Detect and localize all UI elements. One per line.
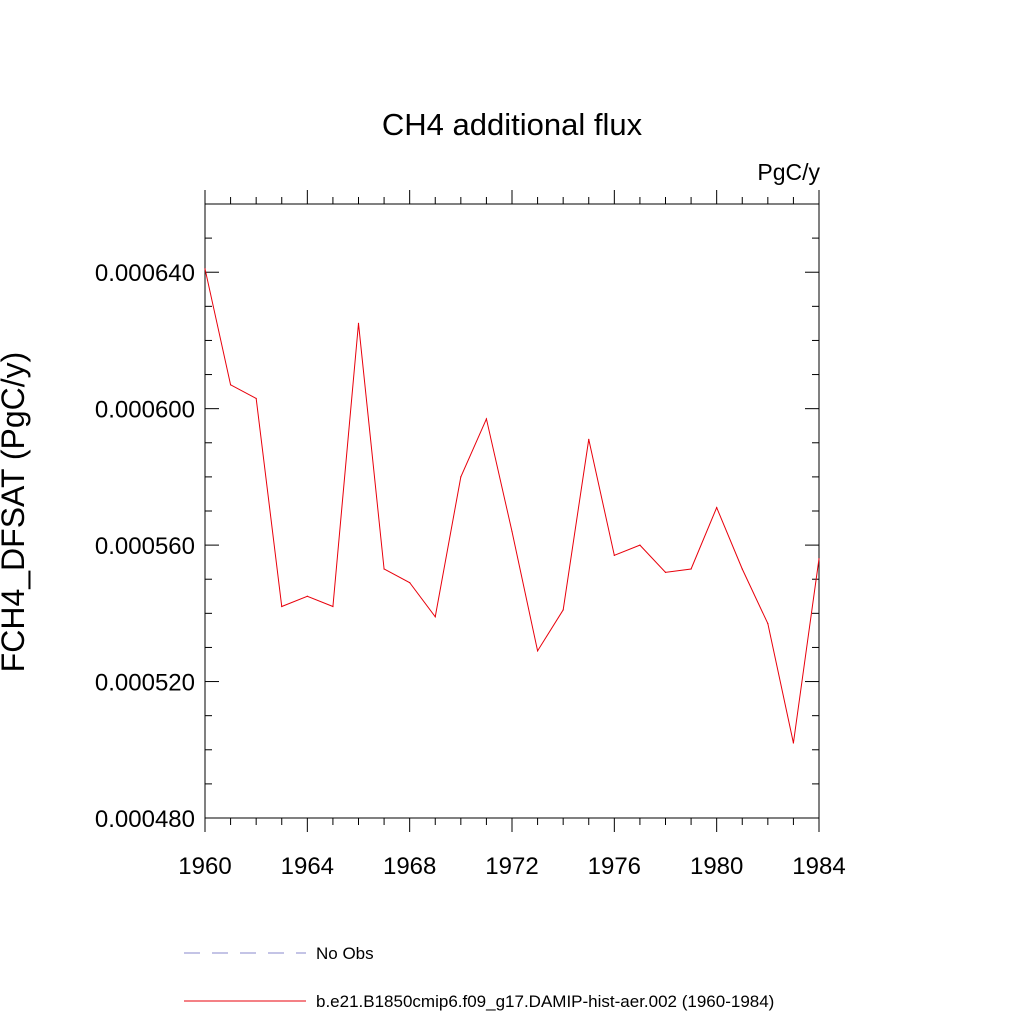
series-point	[818, 558, 820, 560]
y-tick-label: 0.000640	[95, 260, 195, 287]
series-point	[332, 605, 334, 608]
y-tick-label: 0.000520	[95, 670, 195, 697]
series-point	[409, 582, 411, 584]
series-point	[536, 650, 539, 652]
x-axis-ticks	[204, 190, 820, 832]
x-tick-label: 1968	[383, 853, 436, 880]
x-tick-label: 1964	[281, 853, 334, 880]
y-tick-label: 0.000560	[95, 533, 195, 560]
series-point	[562, 609, 564, 611]
series-point	[204, 268, 206, 270]
x-tick-label: 1972	[485, 853, 538, 880]
legend: No Obs b.e21.B1850cmip6.f09_g17.DAMIP-hi…	[184, 944, 774, 1011]
x-tick-label: 1980	[690, 853, 743, 880]
x-tick-label: 1960	[178, 853, 231, 880]
chart-title: CH4 additional flux	[382, 107, 643, 142]
y-axis-tick-labels: 0.000480 0.000520 0.000560 0.000600 0.000640	[95, 260, 195, 833]
series-point	[792, 742, 795, 744]
series-point	[767, 622, 769, 625]
series-point	[664, 571, 667, 574]
series-group	[204, 268, 820, 744]
series-point	[306, 595, 308, 597]
series-point	[741, 568, 743, 570]
series-point	[255, 397, 257, 400]
series-point	[588, 438, 590, 440]
series-point	[690, 568, 692, 570]
series-point	[434, 616, 436, 618]
series-point	[613, 554, 615, 556]
legend-label-model: b.e21.B1850cmip6.f09_g17.DAMIP-hist-aer.…	[316, 992, 774, 1011]
series-point	[511, 530, 513, 533]
series-point	[357, 322, 360, 324]
series-point	[460, 476, 462, 478]
y-tick-label: 0.000480	[95, 806, 195, 833]
units-label: PgC/y	[757, 159, 820, 185]
y-axis-label: FCH4_DFSAT (PgC/y)	[0, 352, 31, 673]
series-point	[229, 384, 232, 386]
series-line	[204, 268, 820, 744]
series-point	[281, 605, 283, 608]
plot-frame	[204, 203, 820, 819]
series-point	[383, 568, 385, 570]
y-axis-ticks	[205, 203, 819, 819]
x-tick-label: 1984	[792, 853, 845, 880]
legend-label-no-obs: No Obs	[316, 944, 374, 963]
series-point	[639, 544, 641, 546]
x-axis-tick-labels: 1960 1964 1968 1972 1976 1980 1984	[178, 853, 845, 880]
series-point	[485, 418, 488, 420]
y-tick-label: 0.000600	[95, 397, 195, 424]
series-point	[716, 506, 718, 509]
x-tick-label: 1976	[588, 853, 641, 880]
